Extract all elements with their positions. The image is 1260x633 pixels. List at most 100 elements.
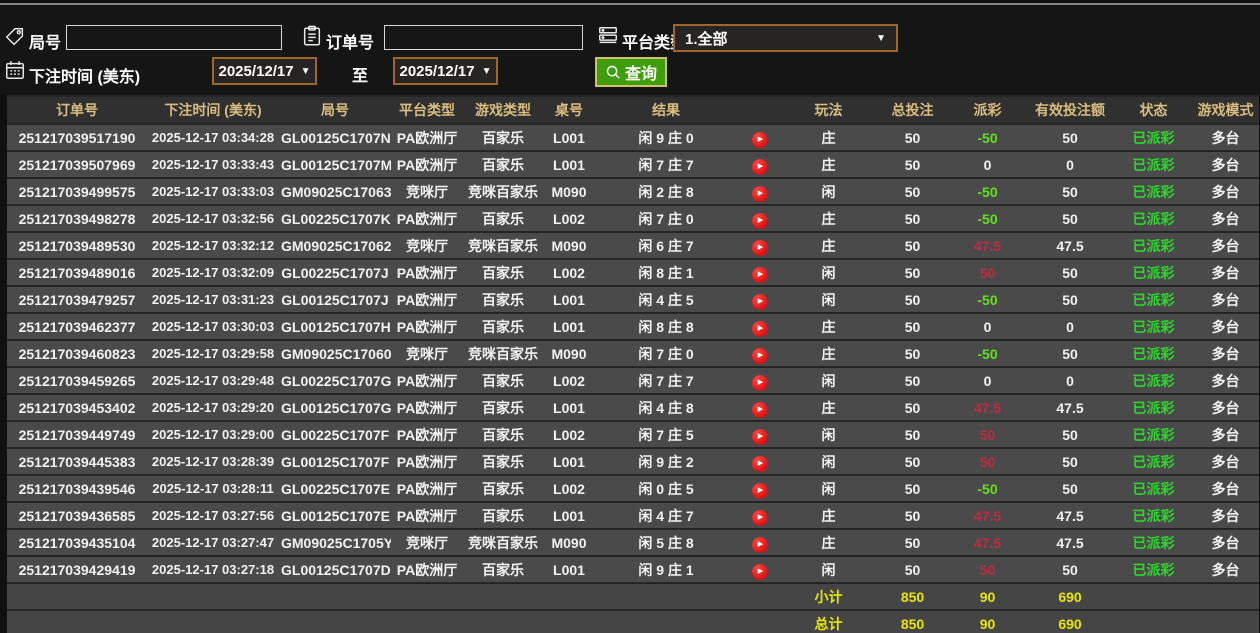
result-cell: 闲 7 庄 7 — [595, 150, 737, 178]
replay-play-icon[interactable]: ▶ — [751, 131, 768, 148]
platform-type-cell: 竞咪厅 — [391, 231, 463, 259]
play-type-cell: 庄 — [782, 312, 875, 340]
bet-time-label: 下注时间 (美东) — [29, 69, 141, 86]
replay-cell: ▶ — [737, 258, 782, 286]
valid-bet-cell: 50 — [1025, 339, 1115, 367]
play-type-cell: 庄 — [782, 204, 875, 232]
replay-play-icon[interactable]: ▶ — [751, 266, 768, 283]
table-row: 251217039499575 2025-12-17 03:33:03 GM0902… — [7, 177, 1259, 205]
order-no-cell: 251217039499575 — [7, 177, 147, 205]
replay-play-icon[interactable]: ▶ — [751, 347, 768, 364]
search-button[interactable]: 查询 — [595, 57, 668, 87]
subtotal-row-spacer — [7, 582, 782, 610]
header-game-mode: 游戏模式 — [1192, 95, 1259, 124]
clipboard-icon — [301, 25, 323, 47]
replay-play-icon[interactable]: ▶ — [751, 212, 768, 229]
replay-play-icon[interactable]: ▶ — [751, 563, 768, 580]
total-bet-cell: 50 — [875, 231, 950, 259]
table-no-cell: L001 — [543, 123, 595, 151]
top-divider — [0, 3, 1260, 5]
table-row: 251217039435104 2025-12-17 03:27:47 GM0902… — [7, 528, 1259, 556]
table-no-cell: M090 — [543, 528, 595, 556]
bet-time-cell: 2025-12-17 03:29:48 — [147, 366, 279, 394]
table-row: 251217039429419 2025-12-17 03:27:18 GL0012… — [7, 555, 1259, 583]
game-mode-cell: 多台 — [1192, 258, 1259, 286]
result-cell: 闲 4 庄 7 — [595, 501, 737, 529]
replay-cell: ▶ — [737, 150, 782, 178]
total-bet-cell: 50 — [875, 528, 950, 556]
platform-type-cell: PA欧洲厅 — [391, 420, 463, 448]
round-no-cell: GL00125C1707D — [279, 555, 391, 583]
play-type-cell: 庄 — [782, 501, 875, 529]
replay-play-icon[interactable]: ▶ — [751, 374, 768, 391]
status-cell: 已派彩 — [1115, 501, 1192, 529]
date-to-value: 2025/12/17 — [399, 62, 475, 80]
platform-type-select[interactable]: 1.全部 ▼ — [673, 24, 898, 52]
platform-type-value: 1.全部 — [685, 30, 728, 48]
result-cell: 闲 7 庄 7 — [595, 366, 737, 394]
platform-type-label: 平台类型 — [622, 35, 687, 52]
play-type-cell: 闲 — [782, 474, 875, 502]
order-no-cell: 251217039479257 — [7, 285, 147, 313]
game-mode-cell: 多台 — [1192, 528, 1259, 556]
game-mode-cell: 多台 — [1192, 285, 1259, 313]
date-to-select[interactable]: 2025/12/17 ▼ — [393, 57, 498, 85]
game-mode-cell: 多台 — [1192, 339, 1259, 367]
payout-cell: 0 — [950, 366, 1025, 394]
status-cell: 已派彩 — [1115, 258, 1192, 286]
table-row: 251217039489530 2025-12-17 03:32:12 GM0902… — [7, 231, 1259, 259]
replay-play-icon[interactable]: ▶ — [751, 401, 768, 418]
platform-type-cell: PA欧洲厅 — [391, 150, 463, 178]
subtotal-row-valid-bet: 690 — [1025, 582, 1115, 610]
game-mode-cell: 多台 — [1192, 366, 1259, 394]
play-type-cell: 闲 — [782, 177, 875, 205]
replay-play-icon[interactable]: ▶ — [751, 509, 768, 526]
play-type-cell: 庄 — [782, 339, 875, 367]
replay-play-icon[interactable]: ▶ — [751, 185, 768, 202]
payout-cell: 47.5 — [950, 393, 1025, 421]
status-cell: 已派彩 — [1115, 339, 1192, 367]
subtotal-row-mode-spacer — [1192, 582, 1259, 610]
replay-play-icon[interactable]: ▶ — [751, 293, 768, 310]
total-bet-cell: 50 — [875, 393, 950, 421]
replay-play-icon[interactable]: ▶ — [751, 455, 768, 472]
platform-type-cell: 竞咪厅 — [391, 177, 463, 205]
valid-bet-cell: 50 — [1025, 447, 1115, 475]
platform-type-cell: PA欧洲厅 — [391, 123, 463, 151]
play-type-cell: 闲 — [782, 420, 875, 448]
date-from-select[interactable]: 2025/12/17 ▼ — [212, 57, 317, 85]
status-cell: 已派彩 — [1115, 285, 1192, 313]
valid-bet-cell: 0 — [1025, 366, 1115, 394]
game-mode-cell: 多台 — [1192, 555, 1259, 583]
replay-play-icon[interactable]: ▶ — [751, 239, 768, 256]
replay-play-icon[interactable]: ▶ — [751, 320, 768, 337]
replay-cell: ▶ — [737, 528, 782, 556]
chevron-down-icon: ▼ — [876, 32, 886, 44]
replay-play-icon[interactable]: ▶ — [751, 428, 768, 445]
total-bet-cell: 50 — [875, 420, 950, 448]
round-no-input[interactable] — [66, 25, 282, 50]
order-no-cell: 251217039460823 — [7, 339, 147, 367]
replay-cell: ▶ — [737, 366, 782, 394]
total-bet-cell: 50 — [875, 447, 950, 475]
status-cell: 已派彩 — [1115, 312, 1192, 340]
table-no-cell: L002 — [543, 204, 595, 232]
replay-cell: ▶ — [737, 420, 782, 448]
replay-play-icon[interactable]: ▶ — [751, 158, 768, 175]
round-no-cell: GL00125C1707F — [279, 447, 391, 475]
table-row: 251217039498278 2025-12-17 03:32:56 GL0022… — [7, 204, 1259, 232]
replay-play-icon[interactable]: ▶ — [751, 536, 768, 553]
round-no-cell: GL00225C1707G — [279, 366, 391, 394]
platform-type-cell: PA欧洲厅 — [391, 258, 463, 286]
table-row: 251217039460823 2025-12-17 03:29:58 GM0902… — [7, 339, 1259, 367]
status-cell: 已派彩 — [1115, 393, 1192, 421]
replay-play-icon[interactable]: ▶ — [751, 482, 768, 499]
result-cell: 闲 7 庄 0 — [595, 339, 737, 367]
round-no-cell: GL00225C1707E — [279, 474, 391, 502]
order-no-input[interactable] — [384, 25, 583, 50]
platform-type-cell: PA欧洲厅 — [391, 393, 463, 421]
game-mode-cell: 多台 — [1192, 447, 1259, 475]
order-no-label: 订单号 — [326, 35, 375, 52]
game-mode-cell: 多台 — [1192, 393, 1259, 421]
result-cell: 闲 9 庄 0 — [595, 123, 737, 151]
